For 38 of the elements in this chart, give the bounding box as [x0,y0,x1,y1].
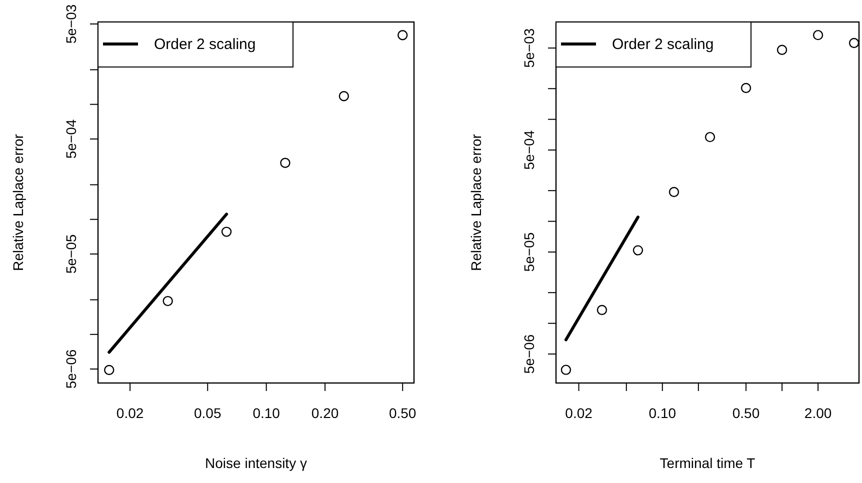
point [104,364,114,376]
x-tick-label: 0.10 [252,405,280,421]
point [596,304,608,316]
x-tick-label: 2.00 [804,405,832,421]
point [812,30,824,40]
point [398,30,408,40]
y-tick-label: 5e−05 [63,234,79,274]
x-tick-label: 0.50 [732,405,760,421]
point [740,82,752,94]
x-tick-label: 0.02 [565,405,593,421]
legend-label: Order 2 scaling [154,36,256,53]
y-tick-label: 5e−05 [521,232,537,272]
x-tick-label: 0.50 [388,405,416,421]
y-tick-label: 5e−03 [521,28,537,68]
y-tick-label: 5e−03 [63,4,79,44]
point [338,90,350,102]
point [162,296,173,306]
point [560,364,572,375]
x-tick-label: 0.10 [648,405,676,421]
x-tick-label: 0.05 [194,405,222,421]
y-tick-label: 5e−06 [521,334,537,374]
point [776,44,788,55]
x-tick-label: 0.20 [311,405,339,421]
x-tick-label: 0.02 [116,405,144,421]
y-axis-title: Relative Laplace error [10,134,26,271]
point [848,38,859,48]
y-tick-label: 5e−04 [521,130,537,170]
x-axis-title: Noise intensity γ [205,455,307,471]
point [668,186,680,198]
y-axis-title: Relative Laplace error [468,134,484,271]
point [704,132,716,142]
point [632,245,644,256]
y-tick-label: 5e−06 [63,349,79,389]
legend-label: Order 2 scaling [612,36,714,53]
point [280,158,290,168]
x-axis-title: Terminal time T [660,455,756,471]
point [221,226,232,237]
y-tick-label: 5e−04 [63,119,79,159]
